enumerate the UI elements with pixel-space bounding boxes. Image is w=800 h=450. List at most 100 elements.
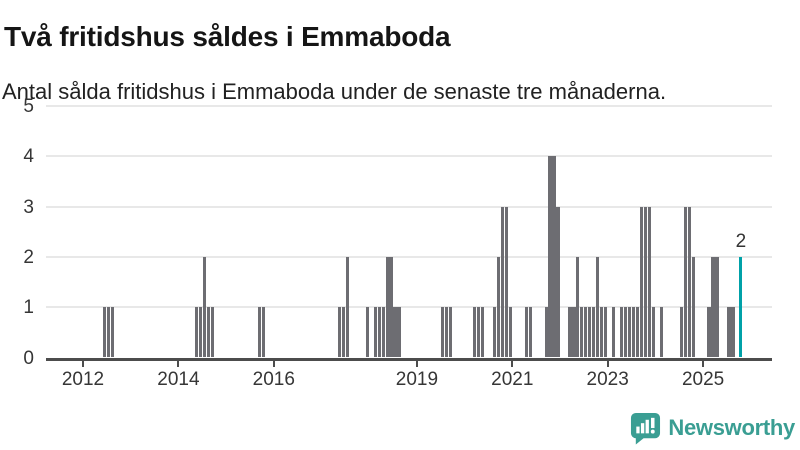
bar (572, 307, 576, 358)
bar (500, 206, 504, 358)
bar-chart: 0 1 2 3 4 5 2 2012 2014 2016 2019 2021 2023 2025 (0, 96, 800, 406)
x-axis-tick (272, 360, 275, 367)
bar (715, 256, 719, 358)
x-tick-label: 2025 (681, 368, 725, 390)
bar (337, 307, 341, 358)
grid-line (46, 306, 772, 309)
bar (373, 307, 377, 358)
grid-line (46, 255, 772, 258)
bar (731, 307, 735, 358)
x-axis-tick (82, 360, 84, 367)
newsworthy-logo[interactable]: Newsworthy (630, 410, 795, 446)
newsworthy-bubble-chart-icon (630, 412, 661, 445)
bar (496, 256, 500, 358)
bar (639, 206, 644, 358)
bar (588, 307, 592, 358)
bar (568, 307, 572, 358)
bar (508, 307, 512, 358)
bar (341, 307, 345, 358)
bar (679, 307, 683, 358)
x-axis-tick (606, 360, 609, 367)
bar (107, 307, 111, 358)
bar (683, 206, 687, 358)
bar (691, 256, 695, 358)
bar (711, 256, 715, 358)
bar (385, 256, 389, 358)
highlight-value-label: 2 (735, 230, 747, 252)
bar (524, 307, 528, 358)
grid-line (46, 105, 772, 107)
bar (687, 206, 691, 358)
x-axis-tick (177, 360, 180, 367)
y-tick-label: 5 (23, 96, 34, 117)
bar (580, 307, 584, 358)
bar (393, 307, 397, 358)
chart-subtitle: Antal sålda fritidshus i Emmaboda under … (2, 79, 667, 104)
bar (365, 307, 369, 358)
x-tick-label: 2016 (252, 368, 295, 390)
bar (472, 307, 477, 358)
x-tick-label: 2023 (586, 368, 629, 390)
newsworthy-logo-text: Newsworthy (668, 415, 795, 440)
bar (727, 307, 731, 358)
bar (592, 307, 596, 358)
x-tick-label: 2012 (61, 368, 105, 390)
bar (659, 307, 663, 358)
bar (600, 307, 604, 358)
bar (596, 256, 600, 358)
bar (627, 307, 632, 358)
bar (210, 307, 214, 358)
bar (262, 307, 266, 358)
bar (612, 307, 616, 358)
bar (377, 307, 381, 358)
bar (584, 307, 588, 358)
bar (492, 307, 496, 358)
bar (445, 307, 449, 358)
bar (635, 307, 640, 358)
bar (198, 307, 202, 358)
y-tick-label: 4 (23, 146, 34, 168)
bar (643, 206, 648, 358)
bar (548, 156, 552, 358)
bar (544, 307, 548, 358)
bar (103, 307, 107, 358)
bar (631, 307, 636, 358)
bar (476, 307, 481, 358)
bar (624, 307, 628, 358)
chart-title: Två fritidshus såldes i Emmaboda (4, 20, 451, 52)
bar (604, 307, 608, 358)
bar (480, 307, 485, 358)
x-axis-line (46, 357, 772, 361)
x-tick-label: 2021 (491, 368, 534, 390)
bar (397, 307, 401, 358)
x-axis-tick (702, 360, 705, 367)
y-tick-label: 1 (23, 297, 34, 319)
x-tick-label: 2014 (157, 368, 200, 390)
x-axis-tick (415, 360, 418, 367)
y-tick-label: 2 (23, 246, 34, 268)
grid-line (46, 205, 772, 208)
bar (381, 307, 385, 358)
bar (651, 307, 655, 358)
bar (345, 256, 349, 358)
bar (552, 156, 556, 358)
x-axis-tick (511, 360, 514, 367)
y-tick-label: 3 (23, 196, 34, 218)
y-tick-label: 0 (23, 347, 34, 369)
bar (528, 307, 532, 358)
bar (707, 307, 711, 358)
x-tick-label: 2019 (395, 368, 439, 390)
bar (202, 256, 206, 358)
bar (389, 256, 393, 358)
bar (441, 307, 445, 358)
bar (111, 307, 115, 358)
plot-area: 2 2012 2014 2016 2019 2021 2023 2025 (46, 105, 774, 406)
bar (556, 206, 560, 358)
bar (449, 307, 453, 358)
bar (258, 307, 262, 358)
grid-line (46, 155, 772, 158)
bar (504, 206, 508, 358)
bar (739, 256, 743, 358)
bar (620, 307, 624, 358)
